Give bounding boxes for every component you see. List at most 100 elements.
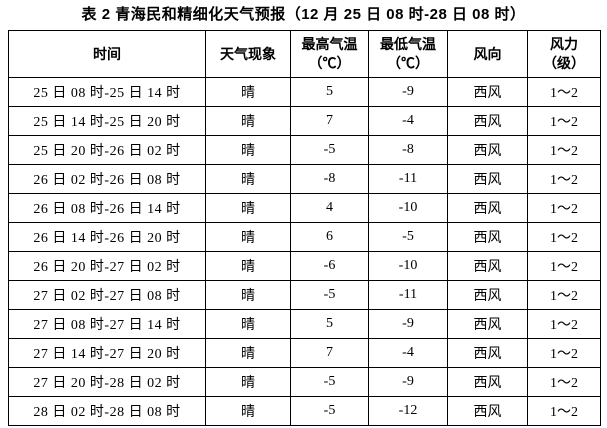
col-header-label: 风向: [473, 45, 502, 62]
table-cell: 1～2: [527, 251, 601, 281]
table-cell: -8: [368, 135, 448, 165]
table-cell: -12: [368, 396, 448, 426]
table-cell: 27 日 02 时-27 日 08 时: [8, 280, 206, 310]
table-cell: 25 日 08 时-25 日 14 时: [8, 77, 206, 107]
col-header-sublabel: （℃）: [308, 55, 351, 71]
table-cell: 1～2: [527, 280, 601, 310]
table-cell: 西风: [447, 396, 528, 426]
table-cell: -10: [368, 193, 448, 223]
table-row: 28 日 02 时-28 日 08 时晴 -5 -12 西风 1～2: [8, 396, 601, 426]
table-cell: -9: [368, 77, 448, 107]
table-cell: 5: [290, 309, 369, 339]
table-cell: -5: [290, 367, 369, 397]
col-header-weather: 天气现象: [205, 30, 291, 78]
table-cell: 27 日 20 时-28 日 02 时: [8, 367, 206, 397]
table-row: 25 日 08 时-25 日 14 时晴 5 -9 西风 1～2: [8, 77, 601, 107]
table-cell: 晴: [205, 164, 291, 194]
table-cell: 6: [290, 222, 369, 252]
table-row: 27 日 08 时-27 日 14 时晴 5 -9 西风 1～2: [8, 309, 601, 339]
table-cell: 25 日 20 时-26 日 02 时: [8, 135, 206, 165]
table-cell: 晴: [205, 251, 291, 281]
table-cell: 西风: [447, 367, 528, 397]
table-row: 25 日 14 时-25 日 20 时晴 7 -4 西风 1～2: [8, 106, 601, 136]
table-cell: -8: [290, 164, 369, 194]
table-cell: 晴: [205, 77, 291, 107]
table-cell: 5: [290, 77, 369, 107]
weather-table: 时间 天气现象 最高气温 （℃） 最低气温 （℃） 风向 风力 （级） 25 日…: [8, 30, 601, 426]
table-cell: 西风: [447, 193, 528, 223]
table-cell: 晴: [205, 135, 291, 165]
table-cell: 7: [290, 338, 369, 368]
table-cell: 晴: [205, 193, 291, 223]
table-cell: -5: [290, 396, 369, 426]
table-cell: 26 日 08 时-26 日 14 时: [8, 193, 206, 223]
table-cell: 1～2: [527, 77, 601, 107]
col-header-sublabel: （℃）: [387, 55, 429, 71]
table-row: 26 日 08 时-26 日 14 时晴 4 -10 西风 1～2: [8, 193, 601, 223]
table-cell: 晴: [205, 222, 291, 252]
table-cell: -10: [368, 251, 448, 281]
table-cell: 27 日 08 时-27 日 14 时: [8, 309, 206, 339]
table-cell: -5: [290, 135, 369, 165]
table-cell: -4: [368, 106, 448, 136]
table-cell: -9: [368, 367, 448, 397]
col-header-wind-force: 风力 （级）: [527, 30, 601, 78]
table-header-row: 时间 天气现象 最高气温 （℃） 最低气温 （℃） 风向 风力 （级）: [8, 30, 601, 78]
table-cell: 1～2: [527, 309, 601, 339]
table-cell: -6: [290, 251, 369, 281]
col-header-max-temp: 最高气温 （℃）: [290, 30, 369, 78]
table-cell: 28 日 02 时-28 日 08 时: [8, 396, 206, 426]
table-cell: 西风: [447, 106, 528, 136]
col-header-wind-direction: 风向: [447, 30, 528, 78]
table-cell: 西风: [447, 251, 528, 281]
table-cell: -5: [368, 222, 448, 252]
table-cell: 26 日 02 时-26 日 08 时: [8, 164, 206, 194]
table-cell: 西风: [447, 222, 528, 252]
table-row: 26 日 02 时-26 日 08 时晴 -8 -11 西风 1～2: [8, 164, 601, 194]
table-row: 26 日 14 时-26 日 20 时晴 6 -5 西风 1～2: [8, 222, 601, 252]
table-cell: -11: [368, 164, 448, 194]
col-header-min-temp: 最低气温 （℃）: [368, 30, 448, 78]
col-header-label: 天气现象: [220, 45, 276, 62]
table-cell: 1～2: [527, 135, 601, 165]
table-cell: 26 日 20 时-27 日 02 时: [8, 251, 206, 281]
table-cell: 1～2: [527, 106, 601, 136]
table-cell: 7: [290, 106, 369, 136]
table-cell: 1～2: [527, 222, 601, 252]
table-cell: 西风: [447, 135, 528, 165]
table-row: 27 日 02 时-27 日 08 时晴 -5 -11 西风 1～2: [8, 280, 601, 310]
table-row: 27 日 14 时-27 日 20 时晴 7 -4 西风 1～2: [8, 338, 601, 368]
col-header-time: 时间: [8, 30, 206, 78]
table-cell: 晴: [205, 367, 291, 397]
table-cell: 4: [290, 193, 369, 223]
table-cell: -4: [368, 338, 448, 368]
table-cell: 西风: [447, 280, 528, 310]
col-header-label: 风力: [550, 36, 578, 52]
page-title: 表 2 青海民和精细化天气预报（12 月 25 日 08 时-28 日 08 时…: [81, 6, 526, 23]
table-body: 25 日 08 时-25 日 14 时晴 5 -9 西风 1～2 25 日 14 时-25…: [8, 77, 601, 426]
table-row: 26 日 20 时-27 日 02 时晴 -6 -10 西风 1～2: [8, 251, 601, 281]
table-cell: 晴: [205, 309, 291, 339]
table-cell: 1～2: [527, 193, 601, 223]
table-cell: 25 日 14 时-25 日 20 时: [8, 106, 206, 136]
table-cell: 晴: [205, 396, 291, 426]
table-cell: 西风: [447, 164, 528, 194]
table-cell: 1～2: [527, 396, 601, 426]
col-header-label: 最低气温: [380, 36, 436, 52]
table-cell: 西风: [447, 77, 528, 107]
col-header-sublabel: （级）: [543, 55, 585, 71]
table-cell: 26 日 14 时-26 日 20 时: [8, 222, 206, 252]
table-cell: 晴: [205, 338, 291, 368]
table-row: 27 日 20 时-28 日 02 时晴 -5 -9 西风 1～2: [8, 367, 601, 397]
table-cell: -9: [368, 309, 448, 339]
table-cell: 晴: [205, 280, 291, 310]
table-cell: 晴: [205, 106, 291, 136]
table-cell: 1～2: [527, 164, 601, 194]
table-row: 25 日 20 时-26 日 02 时晴 -5 -8 西风 1～2: [8, 135, 601, 165]
table-cell: -5: [290, 280, 369, 310]
table-cell: -11: [368, 280, 448, 310]
table-cell: 1～2: [527, 338, 601, 368]
table-cell: 西风: [447, 338, 528, 368]
col-header-label: 最高气温: [301, 36, 358, 52]
col-header-label: 时间: [93, 45, 121, 62]
